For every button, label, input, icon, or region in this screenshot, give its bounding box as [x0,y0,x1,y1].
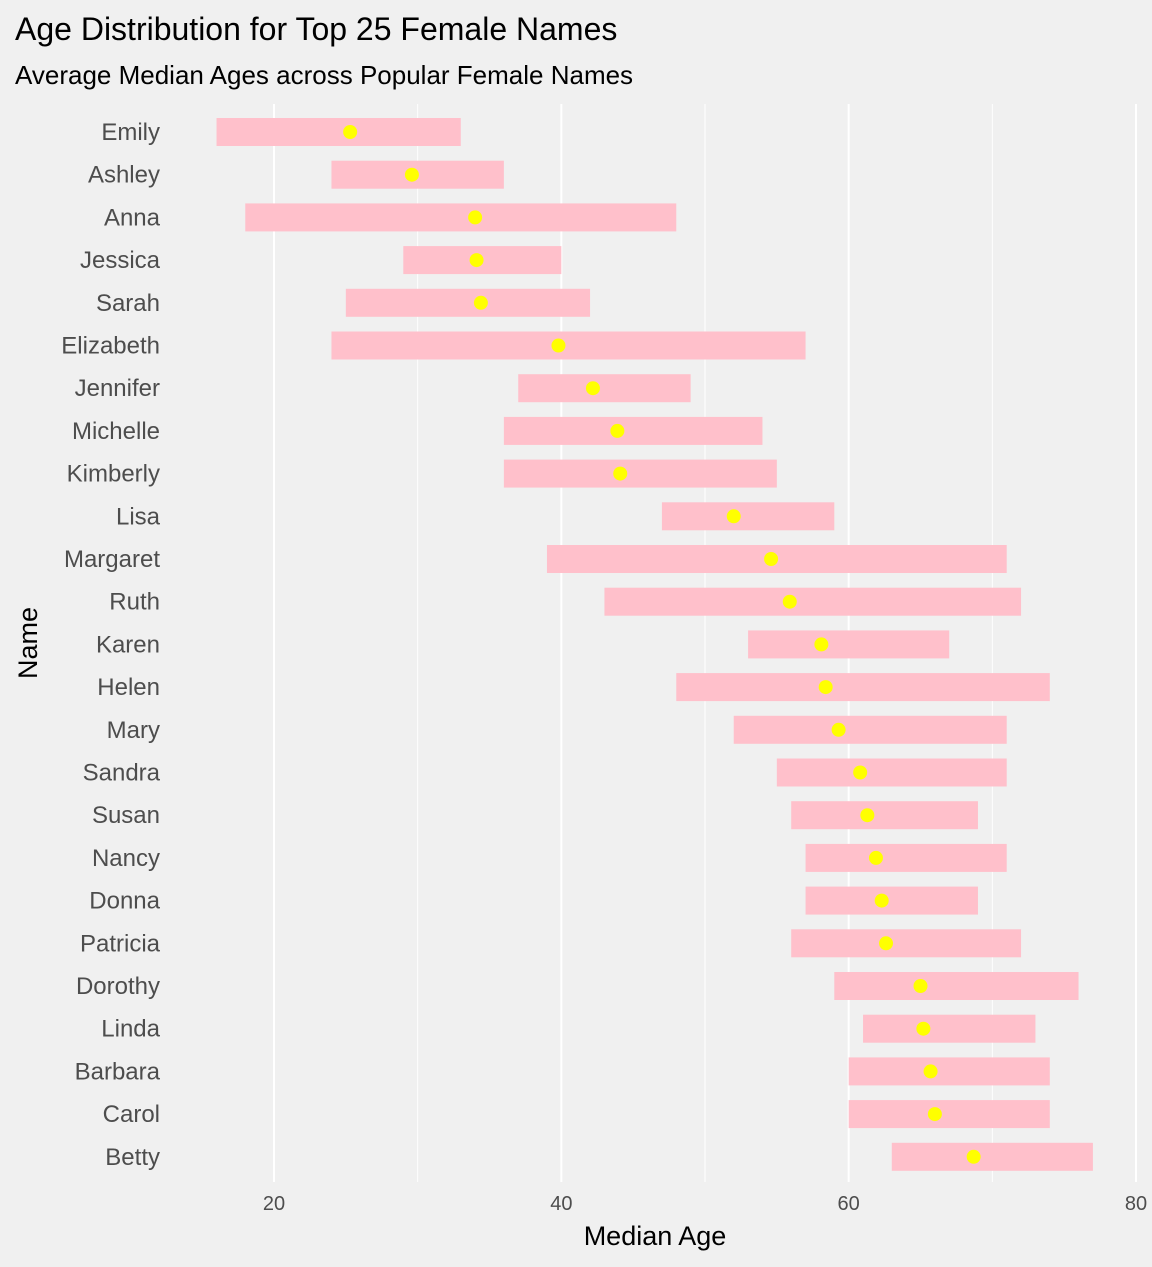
range-bar-kimberly [503,459,777,488]
y-tick-label-ashley: Ashley [88,162,160,189]
y-tick-label-margaret: Margaret [64,546,160,573]
y-tick-label-sandra: Sandra [83,760,161,787]
range-bar-donna [805,886,978,915]
median-point-patricia [879,936,894,951]
range-bar-helen [676,673,1050,702]
y-tick-label-kimberly: Kimberly [67,461,160,488]
median-point-ashley [404,167,419,182]
median-point-helen [818,680,833,695]
range-bars [216,118,1093,1171]
range-bar-mary [733,715,1007,744]
median-point-kimberly [613,466,628,481]
y-tick-labels: Emily Ashley Anna Jessica Sarah Elizabeth Jenn… [61,119,160,1171]
range-bar-nancy [805,843,1007,872]
range-bar-karen [748,630,950,659]
range-bar-anna [245,203,677,232]
y-tick-label-dorothy: Dorothy [76,973,160,1000]
y-axis-title: Name [13,607,43,679]
median-point-lisa [726,509,741,524]
median-point-carol [927,1107,942,1122]
range-bar-michelle [503,416,763,445]
median-point-michelle [610,423,625,438]
median-point-linda [916,1021,931,1036]
x-axis-title: Median Age [584,1221,727,1251]
y-tick-label-lisa: Lisa [116,503,161,530]
median-point-sandra [853,765,868,780]
y-tick-label-susan: Susan [92,802,160,829]
chart-subtitle: Average Median Ages across Popular Femal… [15,60,633,90]
median-point-jennifer [585,381,600,396]
x-tick-label-40: 40 [550,1193,572,1215]
median-point-margaret [764,552,779,566]
y-tick-label-carol: Carol [103,1101,160,1128]
y-tick-label-jennifer: Jennifer [75,375,160,402]
chart-title: Age Distribution for Top 25 Female Names [15,11,617,47]
y-tick-label-linda: Linda [101,1016,160,1043]
range-bar-linda [863,1014,1036,1043]
median-point-barbara [923,1064,938,1079]
range-bar-lisa [661,502,835,531]
median-point-karen [814,637,829,652]
range-bar-elizabeth [331,331,806,360]
x-tick-label-60: 60 [838,1193,860,1215]
range-bar-susan [791,801,978,830]
range-bar-ruth [604,587,1022,616]
y-tick-label-patricia: Patricia [80,930,161,957]
y-tick-label-mary: Mary [107,717,160,744]
y-tick-label-michelle: Michelle [72,418,160,445]
x-tick-label-20: 20 [263,1193,285,1215]
range-bar-barbara [848,1057,1050,1086]
y-tick-label-emily: Emily [101,119,160,146]
y-tick-label-karen: Karen [96,631,160,658]
median-point-donna [874,893,889,908]
y-tick-label-barbara: Barbara [75,1058,161,1085]
y-tick-label-ruth: Ruth [109,589,160,616]
y-tick-label-jessica: Jessica [80,247,161,274]
median-point-sarah [473,295,488,310]
median-point-emily [343,125,358,139]
range-bar-jennifer [518,374,691,403]
median-point-ruth [782,594,797,609]
y-tick-label-nancy: Nancy [92,845,160,872]
median-point-dorothy [913,979,928,993]
median-point-betty [966,1149,981,1164]
median-point-mary [831,722,846,737]
x-tick-label-80: 80 [1125,1193,1147,1215]
y-tick-label-elizabeth: Elizabeth [61,333,160,360]
range-bar-dorothy [834,972,1079,1000]
range-bar-carol [848,1100,1050,1129]
y-tick-label-betty: Betty [105,1144,160,1171]
median-point-nancy [868,850,883,865]
median-point-elizabeth [551,338,566,353]
x-tick-labels: 20 40 60 80 [263,1193,1147,1215]
y-tick-label-helen: Helen [97,674,160,701]
median-point-anna [468,210,483,225]
range-bar-betty [891,1142,1093,1171]
range-bar-sandra [776,758,1007,787]
y-tick-label-donna: Donna [89,888,160,915]
y-tick-label-sarah: Sarah [96,290,160,317]
median-point-jessica [469,253,484,268]
median-point-susan [860,808,875,823]
range-bar-sarah [345,288,591,317]
range-bar-emily [216,118,461,146]
y-tick-label-anna: Anna [104,204,161,231]
range-bar-patricia [791,929,1022,958]
median-points [343,125,981,1164]
